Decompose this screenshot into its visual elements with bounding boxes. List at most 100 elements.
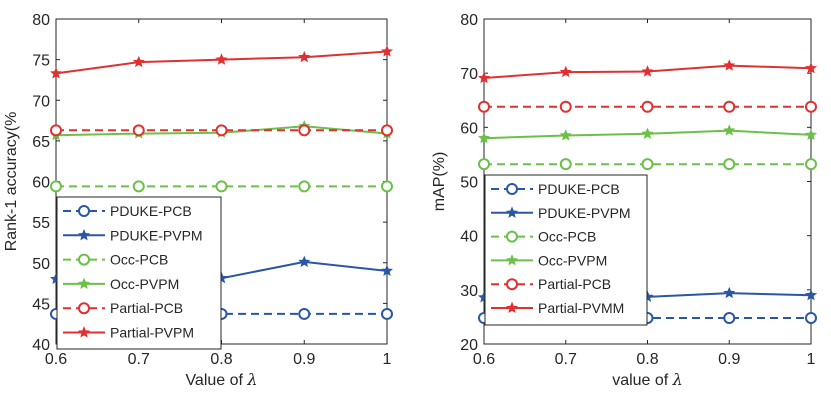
y-tick-label: 60 — [32, 175, 50, 192]
data-point — [50, 124, 62, 137]
data-point — [215, 124, 228, 137]
series-Partial-PVPM — [49, 45, 394, 79]
y-tick-label: 20 — [460, 337, 478, 354]
y-tick-label: 75 — [32, 53, 50, 70]
data-point — [805, 312, 817, 324]
series-Partial-PCB — [50, 124, 393, 137]
y-tick-label: 80 — [32, 12, 50, 29]
data-point — [559, 100, 572, 113]
y-tick-label: 55 — [32, 215, 50, 232]
data-point — [723, 100, 736, 113]
legend: PDUKE-PCB PDUKE-PVPM Occ-PCB Occ-PVPM Partia… — [484, 174, 648, 326]
legend-label: PDUKE-PCB — [110, 203, 192, 219]
y-tick-label: 40 — [32, 337, 50, 354]
data-point — [50, 180, 62, 193]
legend-label: Occ-PCB — [538, 229, 596, 245]
legend-marker — [77, 228, 91, 241]
legend-marker — [78, 205, 90, 217]
x-tick-label: 1 — [807, 351, 816, 368]
legend-marker — [78, 302, 90, 315]
legend-label: Partial-PVMM — [538, 300, 624, 316]
legend-label: PDUKE-PCB — [538, 181, 620, 197]
data-point — [478, 100, 490, 113]
data-point — [559, 158, 572, 171]
x-tick-label: 0.8 — [210, 351, 232, 368]
data-point — [641, 100, 654, 113]
y-tick-label: 80 — [460, 12, 478, 29]
legend-marker — [505, 254, 519, 266]
x-axis-label: Value of λ — [185, 370, 257, 389]
data-point — [478, 158, 490, 171]
x-tick-label: 0.6 — [473, 351, 495, 368]
legend-marker — [506, 183, 518, 195]
data-point — [132, 124, 145, 137]
data-point — [804, 289, 818, 301]
legend-marker — [505, 206, 519, 218]
series-Partial-PVMM — [477, 59, 818, 84]
legend-marker — [77, 277, 91, 289]
data-point — [805, 158, 817, 171]
data-point — [559, 65, 572, 78]
legend-label: Occ-PVPM — [538, 252, 607, 268]
data-point — [641, 127, 654, 139]
data-point — [298, 255, 311, 268]
legend-label: Partial-PCB — [538, 276, 611, 292]
data-point — [132, 55, 145, 68]
data-point — [805, 100, 817, 113]
legend-marker — [506, 278, 518, 291]
chart-1: 40 45 50 55 60 65 70 75 80 0.6 0.7 0.8 0.9 1 Value of … — [3, 12, 394, 389]
y-tick-label: 60 — [460, 120, 478, 137]
legend-marker — [77, 326, 91, 338]
x-tick-label: 0.9 — [718, 351, 740, 368]
data-point — [559, 129, 572, 141]
data-point — [804, 61, 818, 74]
data-point — [641, 158, 654, 171]
data-point — [381, 124, 393, 137]
x-tick-label: 0.9 — [293, 351, 315, 368]
data-point — [215, 53, 228, 65]
data-point — [49, 67, 63, 79]
y-tick-label: 50 — [460, 175, 478, 192]
data-point — [298, 50, 311, 63]
legend-marker — [505, 301, 519, 314]
data-point — [381, 307, 393, 320]
legend-label: Occ-PVPM — [110, 276, 179, 292]
series-Partial-PCB — [478, 100, 817, 113]
legend-marker — [506, 230, 518, 243]
y-tick-label: 40 — [460, 229, 478, 246]
legend-marker — [78, 253, 90, 266]
data-point — [380, 264, 394, 276]
y-axis-label: Rank-1 accuracy(% — [3, 112, 20, 252]
y-axis-label: mAP(%) — [431, 152, 448, 212]
x-tick-label: 1 — [383, 351, 392, 368]
data-point — [723, 312, 736, 324]
legend-label: Partial-PCB — [110, 300, 183, 316]
data-point — [723, 124, 736, 136]
y-tick-label: 45 — [32, 296, 50, 313]
x-tick-label: 0.7 — [128, 351, 150, 368]
series-Occ-PCB — [478, 158, 817, 171]
chart-2: 20 30 40 50 60 70 80 0.6 0.7 0.8 0.9 1 value of λ mAP… — [431, 12, 818, 389]
data-point — [641, 65, 654, 77]
series-Occ-PVPM — [477, 124, 818, 144]
x-tick-label: 0.7 — [555, 351, 577, 368]
data-point — [380, 45, 394, 57]
data-point — [132, 180, 145, 193]
series-Occ-PCB — [50, 180, 393, 193]
data-point — [298, 307, 311, 320]
y-tick-label: 70 — [460, 66, 478, 83]
y-tick-label: 30 — [460, 283, 478, 300]
legend-label: Partial-PVPM — [110, 325, 194, 341]
data-point — [381, 180, 393, 193]
data-point — [723, 59, 736, 71]
x-tick-label: 0.8 — [636, 351, 658, 368]
data-point — [477, 71, 491, 84]
data-point — [215, 180, 228, 193]
data-point — [298, 180, 311, 193]
legend-box — [56, 196, 222, 350]
x-tick-label: 0.6 — [45, 351, 67, 368]
data-point — [723, 158, 736, 171]
data-point — [723, 286, 736, 299]
legend-label: PDUKE-PVPM — [110, 227, 203, 243]
